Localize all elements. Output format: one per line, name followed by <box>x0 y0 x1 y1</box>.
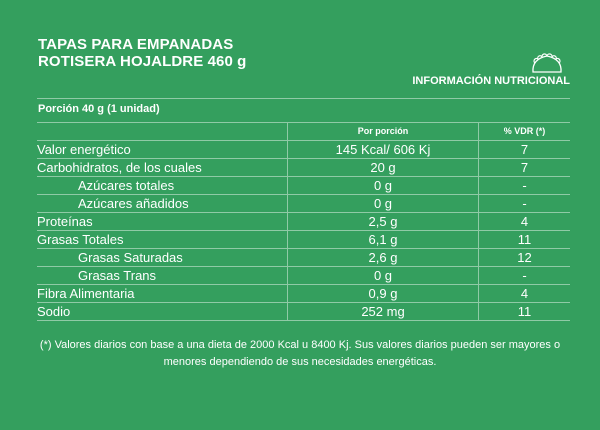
nutrient-value: 145 Kcal/ 606 Kj <box>287 140 479 159</box>
table-row: Azúcares totales 0 g- <box>37 176 570 195</box>
nutrient-name: Grasas Saturadas <box>37 248 288 267</box>
nutrient-vdr: - <box>478 266 570 285</box>
nutrient-name: Fibra Alimentaria <box>37 284 288 303</box>
portion-label: Porción 40 g (1 unidad) <box>38 103 160 115</box>
table-row: Grasas Totales 6,1 g 11 <box>37 230 570 249</box>
nutrient-value: 2,6 g <box>287 248 479 267</box>
table-row: Grasas Trans 0 g- <box>37 266 570 285</box>
nutrient-name: Valor energético <box>37 140 288 159</box>
nutrient-vdr: 7 <box>478 140 570 159</box>
nutrient-value: 252 mg <box>287 302 479 321</box>
nutrient-value: 0 g <box>287 194 479 213</box>
nutrition-table: Por porción% VDR (*) Valor energético 145… <box>37 122 570 321</box>
nutrient-value: 0 g <box>287 266 479 285</box>
header-per-portion: Por porción <box>287 122 479 141</box>
nutrient-value: 20 g <box>287 158 479 177</box>
nutrient-name: Carbohidratos, de los cuales <box>37 158 288 177</box>
empanada-icon <box>532 53 562 73</box>
header-vdr: % VDR (*) <box>478 122 570 141</box>
nutrient-vdr: 4 <box>478 212 570 231</box>
table-row: Valor energético 145 Kcal/ 606 Kj 7 <box>37 140 570 159</box>
nutrient-vdr: - <box>478 176 570 195</box>
table-row: Azúcares añadidos 0 g- <box>37 194 570 213</box>
nutrient-name: Azúcares añadidos <box>37 194 288 213</box>
table-header: Por porción% VDR (*) <box>37 122 570 141</box>
table-row: Sodio 252 mg 11 <box>37 302 570 321</box>
nutrient-vdr: 4 <box>478 284 570 303</box>
title-line-1: TAPAS PARA EMPANADAS <box>38 36 234 53</box>
title-line-2: ROTISERA HOJALDRE 460 g <box>38 53 247 70</box>
product-title: TAPAS PARA EMPANADAS ROTISERA HOJALDRE 4… <box>38 36 246 70</box>
nutrient-name: Grasas Totales <box>37 230 288 249</box>
nutrient-vdr: 11 <box>478 230 570 249</box>
info-label: INFORMACIÓN NUTRICIONAL <box>412 75 570 87</box>
nutrient-vdr: - <box>478 194 570 213</box>
nutrient-vdr: 11 <box>478 302 570 321</box>
table-row: Grasas Saturadas 2,6 g 12 <box>37 248 570 267</box>
nutrient-vdr: 7 <box>478 158 570 177</box>
nutrient-name: Grasas Trans <box>37 266 288 285</box>
nutrient-value: 2,5 g <box>287 212 479 231</box>
nutrient-name: Sodio <box>37 302 288 321</box>
nutrient-name: Azúcares totales <box>37 176 288 195</box>
footnote: (*) Valores diarios con base a una dieta… <box>39 339 561 368</box>
nutrient-vdr: 12 <box>478 248 570 267</box>
nutrient-value: 0 g <box>287 176 479 195</box>
divider <box>37 98 570 99</box>
nutrient-value: 0,9 g <box>287 284 479 303</box>
nutrient-name: Proteínas <box>37 212 288 231</box>
nutrient-value: 6,1 g <box>287 230 479 249</box>
